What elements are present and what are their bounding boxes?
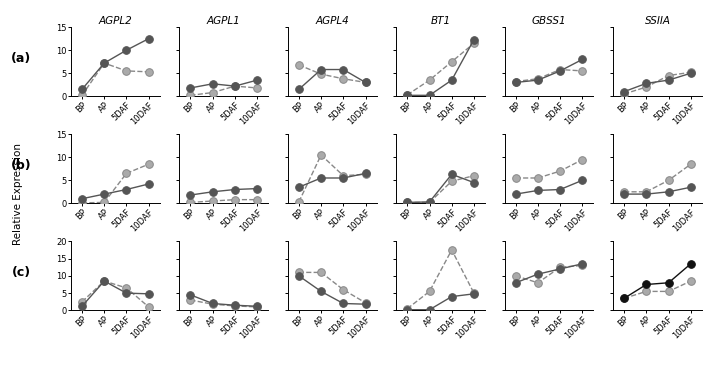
Title: BT1: BT1	[430, 16, 451, 26]
Title: AGPL2: AGPL2	[99, 16, 132, 26]
Text: (b): (b)	[11, 159, 32, 172]
Title: SSIIA: SSIIA	[644, 16, 671, 26]
Text: (c): (c)	[12, 266, 30, 279]
Text: Relative Expression: Relative Expression	[13, 143, 23, 245]
Title: AGPL4: AGPL4	[316, 16, 349, 26]
Text: (a): (a)	[11, 52, 31, 65]
Title: AGPL1: AGPL1	[207, 16, 240, 26]
Title: GBSS1: GBSS1	[532, 16, 566, 26]
